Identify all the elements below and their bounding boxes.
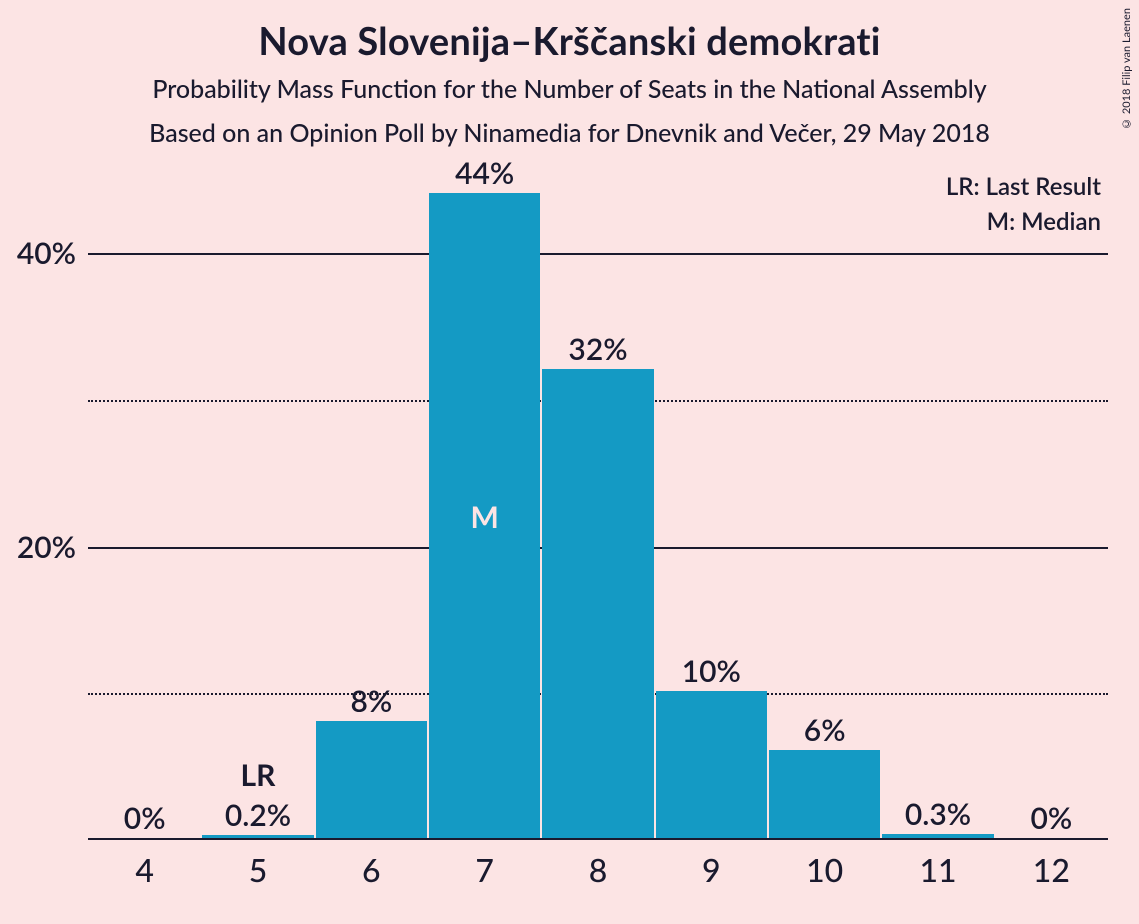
- bar-annotation-inside: M: [470, 499, 498, 535]
- bar-value-label: 0%: [124, 800, 166, 836]
- chart-subtitle-1: Probability Mass Function for the Number…: [0, 74, 1139, 104]
- x-tick-label: 12: [1033, 850, 1070, 889]
- x-tick-label: 6: [362, 850, 381, 889]
- y-tick-label: 20%: [17, 529, 76, 565]
- x-tick-label: 9: [702, 850, 721, 889]
- bar-value-label: 0.3%: [905, 796, 971, 832]
- bar-value-label: 0%: [1030, 800, 1072, 836]
- bar: [202, 835, 313, 838]
- bar-value-label: 8%: [350, 683, 392, 719]
- bar: [769, 750, 880, 838]
- bar-value-label: 6%: [804, 712, 846, 748]
- plot-area: 20%40%0%40.2%LR58%644%M732%810%96%100.3%…: [88, 180, 1108, 840]
- bar-value-label: 10%: [682, 653, 741, 689]
- x-tick-label: 10: [806, 850, 843, 889]
- y-tick-label: 40%: [17, 235, 76, 271]
- chart-subtitle-2: Based on an Opinion Poll by Ninamedia fo…: [0, 118, 1139, 148]
- bar: [656, 691, 767, 838]
- x-tick-label: 4: [135, 850, 154, 889]
- copyright: © 2018 Filip van Laenen: [1120, 8, 1133, 130]
- x-axis-line: [88, 838, 1108, 840]
- x-tick-label: 11: [919, 850, 956, 889]
- bar: [542, 369, 653, 838]
- x-tick-label: 5: [249, 850, 268, 889]
- bar-value-label: 0.2%: [225, 797, 291, 833]
- bar-annotation: LR: [241, 757, 276, 793]
- bar: [882, 834, 993, 838]
- bar-value-label: 32%: [568, 331, 627, 367]
- grid-major: [88, 253, 1108, 255]
- x-tick-label: 7: [475, 850, 494, 889]
- bar-value-label: 44%: [455, 155, 514, 191]
- bar: [316, 721, 427, 838]
- x-tick-label: 8: [589, 850, 608, 889]
- chart-title: Nova Slovenija–Krščanski demokrati: [0, 0, 1139, 64]
